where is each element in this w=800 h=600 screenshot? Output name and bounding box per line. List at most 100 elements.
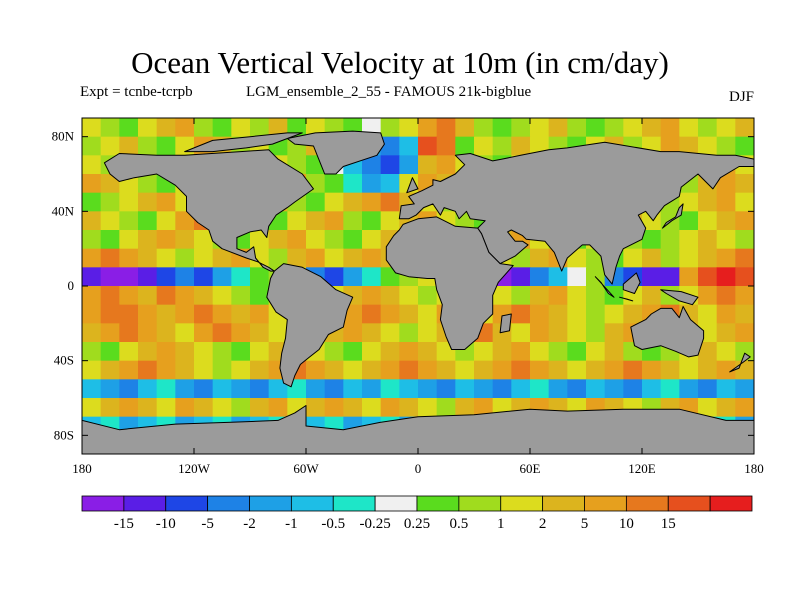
field-cell — [735, 230, 754, 250]
field-cell — [250, 118, 270, 138]
lat-tick-label: 40S — [54, 353, 74, 368]
field-cell — [324, 248, 344, 268]
field-cell — [679, 267, 699, 287]
field-cell — [436, 155, 456, 175]
land-polygon — [406, 177, 419, 194]
field-cell — [642, 248, 662, 268]
field-cell — [567, 286, 587, 306]
field-cell — [212, 379, 232, 399]
field-cell — [418, 304, 438, 324]
lat-tick-label: 40N — [52, 203, 75, 218]
field-cell — [399, 155, 419, 175]
field-cell — [306, 360, 326, 380]
field-cell — [250, 398, 270, 418]
field-cell — [138, 304, 158, 324]
field-cell — [642, 286, 662, 306]
field-cell — [100, 323, 120, 343]
field-cell — [231, 342, 251, 362]
field-cell — [324, 360, 344, 380]
colorbar: -15 -10 -5 -2 -1 -0.5 -0.25 0.25 0.5 1 2 5 10 15 — [81, 495, 753, 532]
field-cell — [343, 267, 363, 287]
field-cell — [231, 267, 251, 287]
field-cell — [212, 398, 232, 418]
field-cell — [100, 136, 120, 156]
field-cell — [156, 398, 176, 418]
field-cell — [455, 360, 475, 380]
field-cell — [567, 267, 587, 287]
field-cell — [623, 360, 643, 380]
field-cell — [82, 211, 102, 231]
field-cell — [380, 211, 400, 231]
field-cell — [119, 323, 139, 343]
season-label: DJF — [728, 89, 754, 105]
colorbar-swatch — [332, 495, 376, 512]
field-cell — [474, 398, 494, 418]
field-cell — [586, 379, 606, 399]
field-cell — [82, 136, 102, 156]
field-cell — [100, 118, 120, 138]
field-cell — [698, 360, 718, 380]
chart-title: Ocean Vertical Velocity at 10m (in cm/da… — [131, 45, 669, 80]
land-polygon — [184, 132, 303, 153]
field-cell — [530, 304, 550, 324]
field-cell — [716, 304, 736, 324]
field-cell — [530, 342, 550, 362]
field-cell — [698, 230, 718, 250]
field-cell — [362, 398, 382, 418]
field-cell — [100, 379, 120, 399]
field-cell — [100, 267, 120, 287]
lon-tick-label: 180 — [744, 461, 764, 476]
field-cell — [604, 118, 624, 138]
field-cell — [100, 230, 120, 250]
field-cell — [212, 304, 232, 324]
field-cell — [324, 267, 344, 287]
field-cell — [492, 118, 512, 138]
field-cell — [194, 323, 214, 343]
field-cell — [530, 267, 550, 287]
lat-tick-label: 80S — [54, 427, 74, 442]
field-cell — [212, 342, 232, 362]
land-polygon — [729, 352, 751, 373]
field-cell — [399, 360, 419, 380]
field-cell — [474, 136, 494, 156]
field-cell — [716, 267, 736, 287]
field-cell — [324, 342, 344, 362]
field-cell — [119, 211, 139, 231]
colorbar-label: -5 — [201, 516, 214, 532]
field-cell — [194, 118, 214, 138]
field-cell — [343, 360, 363, 380]
field-cell — [642, 118, 662, 138]
field-cell — [138, 323, 158, 343]
field-cell — [567, 118, 587, 138]
field-cell — [343, 174, 363, 194]
field-cell — [716, 323, 736, 343]
field-cell — [436, 118, 456, 138]
field-cell — [324, 379, 344, 399]
field-cell — [716, 286, 736, 306]
field-cell — [679, 192, 699, 212]
experiment-label: Expt = tcnbe-tcrpb — [80, 84, 193, 100]
field-cell — [380, 174, 400, 194]
field-cell — [306, 192, 326, 212]
field-cell — [735, 118, 754, 138]
field-cell — [100, 248, 120, 268]
field-cell — [231, 360, 251, 380]
field-cell — [380, 342, 400, 362]
field-cell — [436, 136, 456, 156]
field-cell — [175, 230, 195, 250]
field-cell — [548, 379, 568, 399]
land-polygon — [662, 203, 684, 229]
field-cell — [511, 360, 531, 380]
field-cell — [119, 398, 139, 418]
field-cell — [511, 323, 531, 343]
field-cell — [212, 286, 232, 306]
field-cell — [455, 136, 475, 156]
field-cell — [250, 360, 270, 380]
field-cell — [567, 342, 587, 362]
lon-axis: 180 120W 60W 0 60E 120E 180 — [72, 118, 764, 476]
field-cell — [175, 398, 195, 418]
field-cell — [250, 379, 270, 399]
field-cell — [679, 360, 699, 380]
field-cell — [362, 248, 382, 268]
field-cell — [138, 118, 158, 138]
